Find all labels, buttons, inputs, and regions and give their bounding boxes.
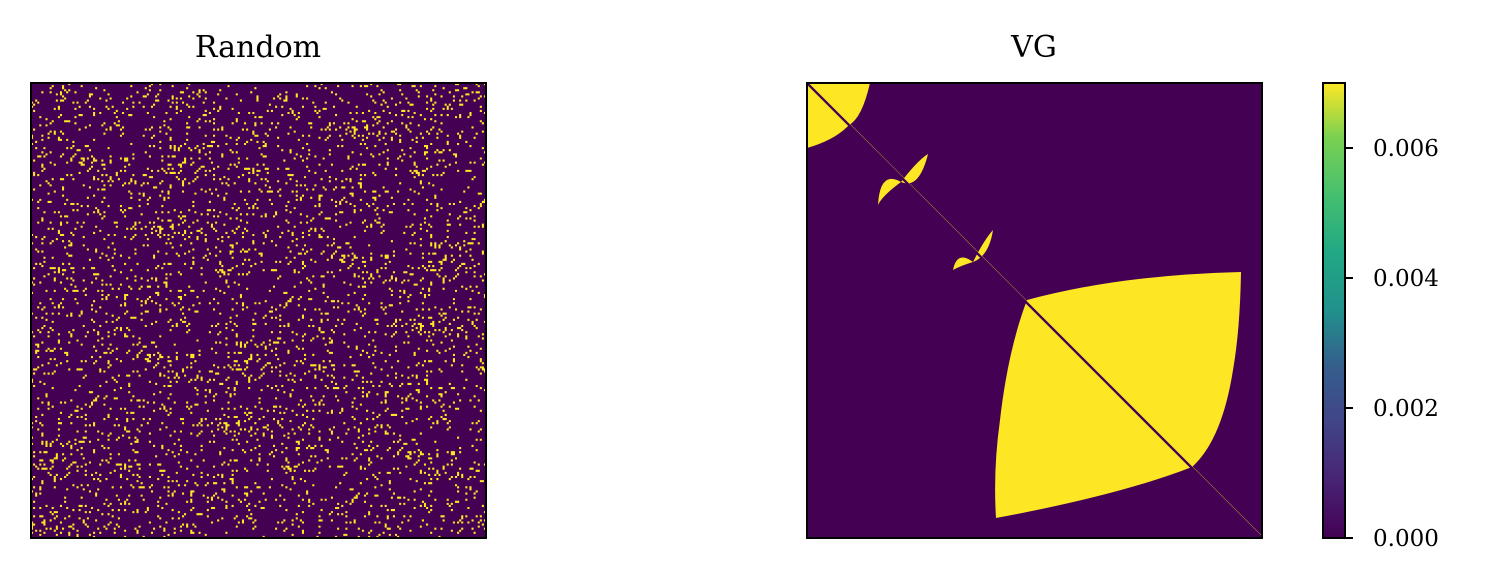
random-heatmap-background: [31, 83, 486, 538]
colorbar-tick-label: 0.000: [1373, 526, 1439, 552]
vg-frame: [806, 82, 1263, 539]
random-title: Random: [195, 30, 321, 65]
vg-diagonal-edge-a: [808, 83, 1262, 537]
colorbar-ticks: 0.000 0.002 0.004 0.006: [1345, 136, 1439, 552]
vg-block-3: [953, 230, 993, 270]
vg-title: VG: [1010, 30, 1057, 65]
colorbar: [1322, 82, 1346, 539]
vg-diagonal: [807, 83, 1262, 538]
random-heatmap: [31, 83, 486, 538]
vg-heatmap: [807, 83, 1262, 538]
random-heatmap-cells: [31, 83, 486, 538]
colorbar-tick-label: 0.006: [1373, 136, 1439, 162]
random-frame: [30, 82, 487, 539]
colorbar-tick-label: 0.004: [1373, 266, 1439, 292]
colorbar-tick-label: 0.002: [1373, 396, 1439, 422]
